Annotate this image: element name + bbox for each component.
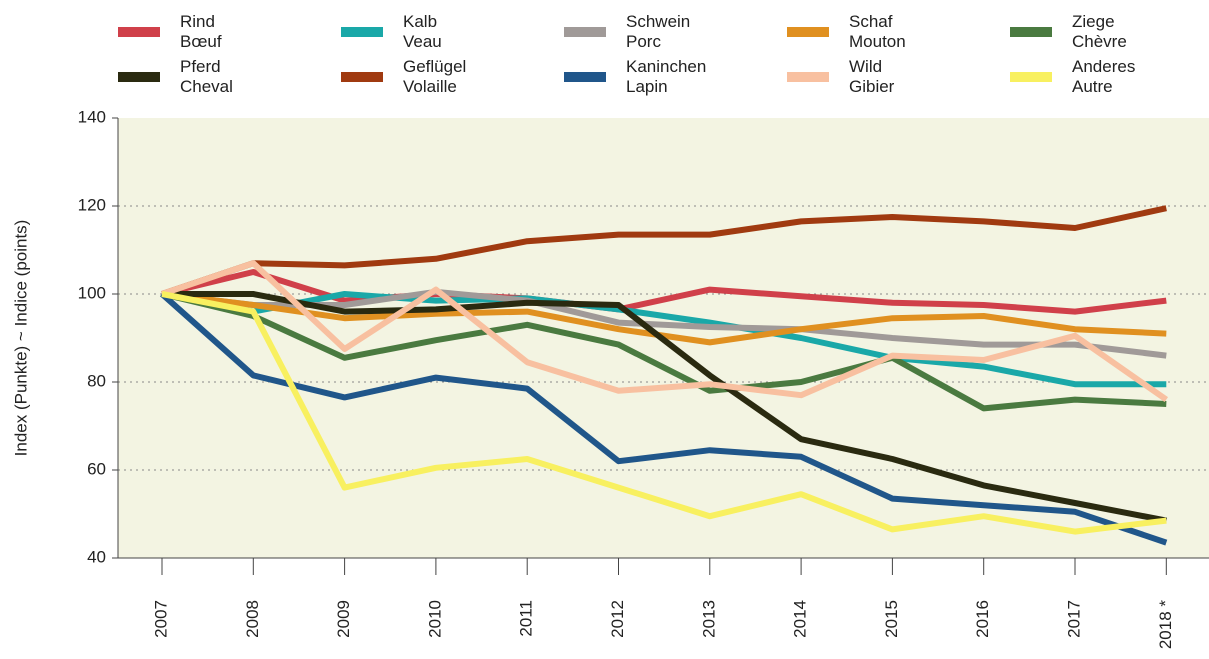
series-line — [161, 291, 1167, 346]
legend-item: Kaninchen Lapin — [564, 57, 706, 97]
legend-label: Ziege Chèvre — [1072, 12, 1127, 51]
y-tick-label: 40 — [87, 547, 106, 566]
legend-swatch — [1010, 72, 1052, 82]
legend-item: Anderes Autre — [1010, 57, 1135, 97]
y-tick-label: 120 — [78, 195, 106, 214]
x-tick-label: 2009 — [334, 600, 353, 638]
legend-label: Schwein Porc — [626, 12, 691, 51]
legend-label: Kalb Veau — [403, 12, 442, 51]
legend-label: Rind Bœuf — [180, 12, 222, 51]
legend-item: Geflügel Volaille — [341, 57, 466, 97]
legend-swatch — [118, 27, 160, 37]
y-tick-label: 60 — [87, 459, 106, 478]
legend-item: Schaf Mouton — [787, 12, 906, 52]
legend-item: Schwein Porc — [564, 12, 690, 52]
legend-label: Kaninchen Lapin — [626, 57, 707, 96]
legend-swatch — [564, 72, 606, 82]
series-line — [162, 291, 1167, 524]
legend-item: Ziege Chèvre — [1010, 12, 1127, 52]
x-tick-label: 2016 — [973, 600, 992, 638]
legend-label: Wild Gibier — [849, 57, 895, 96]
x-tick-label: 2018 * — [1156, 600, 1175, 650]
x-tick-label: 2017 — [1064, 600, 1083, 638]
x-tick-label: 2010 — [425, 600, 444, 638]
legend-label: Geflügel Volaille — [403, 57, 467, 96]
series-line — [161, 291, 1167, 535]
series-line — [161, 260, 1169, 403]
x-tick-label: 2012 — [608, 600, 627, 638]
y-tick-label: 140 — [78, 107, 106, 126]
legend-label: Schaf Mouton — [849, 12, 906, 51]
y-axis-label: Index (Punkte) ~ Indice (points) — [11, 220, 30, 457]
x-tick-label: 2011 — [517, 600, 536, 637]
legend-item: Pferd Cheval — [118, 57, 233, 97]
legend-item: Rind Bœuf — [118, 12, 222, 52]
legend-item: Wild Gibier — [787, 57, 894, 97]
series-line — [160, 291, 1168, 546]
legend-label: Pferd Cheval — [180, 57, 233, 96]
legend-swatch — [787, 72, 829, 82]
legend-swatch — [118, 72, 160, 82]
x-tick-label: 2015 — [882, 600, 901, 638]
series-line — [161, 288, 1167, 359]
legend-label: Anderes Autre — [1072, 57, 1136, 96]
x-tick-label: 2014 — [791, 600, 810, 638]
legend-swatch — [564, 27, 606, 37]
legend-swatch — [1010, 27, 1052, 37]
legend-swatch — [341, 27, 383, 37]
x-tick-label: 2008 — [243, 600, 262, 638]
series-line — [161, 205, 1167, 297]
legend-swatch — [787, 27, 829, 37]
legend: Rind Bœuf Kalb Veau Schwein Porc Schaf Mout… — [0, 0, 1209, 115]
x-tick-label: 2007 — [151, 600, 170, 638]
x-tick-label: 2013 — [699, 600, 718, 638]
series-line — [161, 291, 1167, 412]
y-tick-label: 80 — [87, 371, 106, 390]
legend-item: Kalb Veau — [341, 12, 442, 52]
legend-swatch — [341, 72, 383, 82]
y-tick-label: 100 — [78, 283, 106, 302]
series-line — [161, 291, 1167, 388]
